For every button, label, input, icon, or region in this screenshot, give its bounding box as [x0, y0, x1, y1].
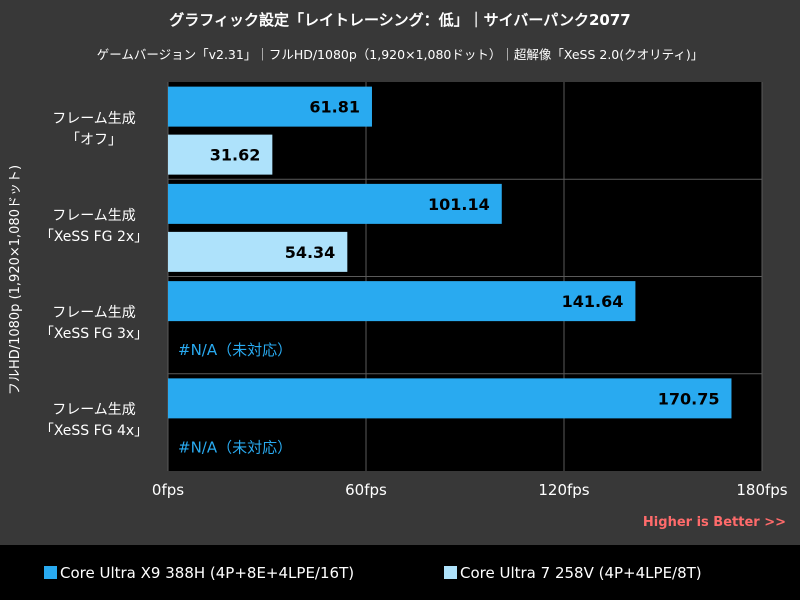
- chart-title: グラフィック設定「レイトレーシング：低」｜サイバーパンク2077: [169, 11, 631, 29]
- x-tick-120: 120fps: [538, 481, 590, 499]
- x-tick-60: 60fps: [345, 481, 387, 499]
- category-label-fg3x: フレーム生成 「XeSS FG 3x」: [39, 305, 149, 342]
- legend-label-series1: Core Ultra X9 388H (4P+8E+4LPE/16T): [60, 564, 355, 582]
- chart-subtitle: ゲームバージョン「v2.31」｜フルHD/1080p（1,920×1,080ドッ…: [96, 47, 704, 62]
- bar-series2-cat1: [168, 134, 273, 175]
- legend-swatch-series1: [44, 566, 57, 579]
- bar-label-series1-cat4: 170.75: [658, 389, 720, 408]
- na-label-series2-cat3: #N/A（未対応）: [178, 341, 292, 359]
- bar-series1-cat2: [168, 183, 502, 224]
- chart-frame: グラフィック設定「レイトレーシング：低」｜サイバーパンク2077 ゲームバージョ…: [0, 0, 800, 545]
- bar-series2-cat2: [168, 231, 348, 272]
- bar-label-series2-cat1: 31.62: [210, 146, 261, 165]
- category-label-fg2x: フレーム生成 「XeSS FG 2x」: [39, 208, 149, 245]
- y-axis-title: フルHD/1080p (1,920×1,080ドット): [8, 164, 23, 396]
- x-tick-0: 0fps: [151, 481, 185, 499]
- bar-series1-cat4: [168, 378, 732, 419]
- bar-series1-cat3: [168, 281, 636, 322]
- category-label-off: フレーム生成 「オフ」: [52, 111, 136, 148]
- bar-series1-cat1: [168, 86, 372, 127]
- bar-label-series1-cat3: 141.64: [562, 292, 624, 311]
- bar-chart-svg: 61.81 31.62 101.14 54.34 141.64 #N/A（未対応） 170.…: [167, 82, 763, 471]
- x-tick-180: 180fps: [736, 481, 788, 499]
- legend: Core Ultra X9 388H (4P+8E+4LPE/16T) Core…: [0, 545, 800, 600]
- na-label-series2-cat4: #N/A（未対応）: [178, 438, 292, 456]
- plot-area: 61.81 31.62 101.14 54.34 141.64 #N/A（未対応） 170.…: [167, 82, 763, 471]
- legend-swatch-series2: [444, 566, 457, 579]
- legend-label-series2: Core Ultra 7 258V (4P+4LPE/8T): [460, 564, 702, 582]
- category-label-fg4x: フレーム生成 「XeSS FG 4x」: [39, 402, 149, 439]
- bar-label-series2-cat2: 54.34: [285, 243, 336, 262]
- bar-label-series1-cat1: 61.81: [309, 98, 360, 117]
- bar-label-series1-cat2: 101.14: [428, 195, 490, 214]
- legend-item-series2: Core Ultra 7 258V (4P+4LPE/8T): [444, 564, 702, 582]
- higher-is-better-note: Higher is Better >>: [642, 515, 786, 530]
- legend-item-series1: Core Ultra X9 388H (4P+8E+4LPE/16T): [44, 564, 354, 582]
